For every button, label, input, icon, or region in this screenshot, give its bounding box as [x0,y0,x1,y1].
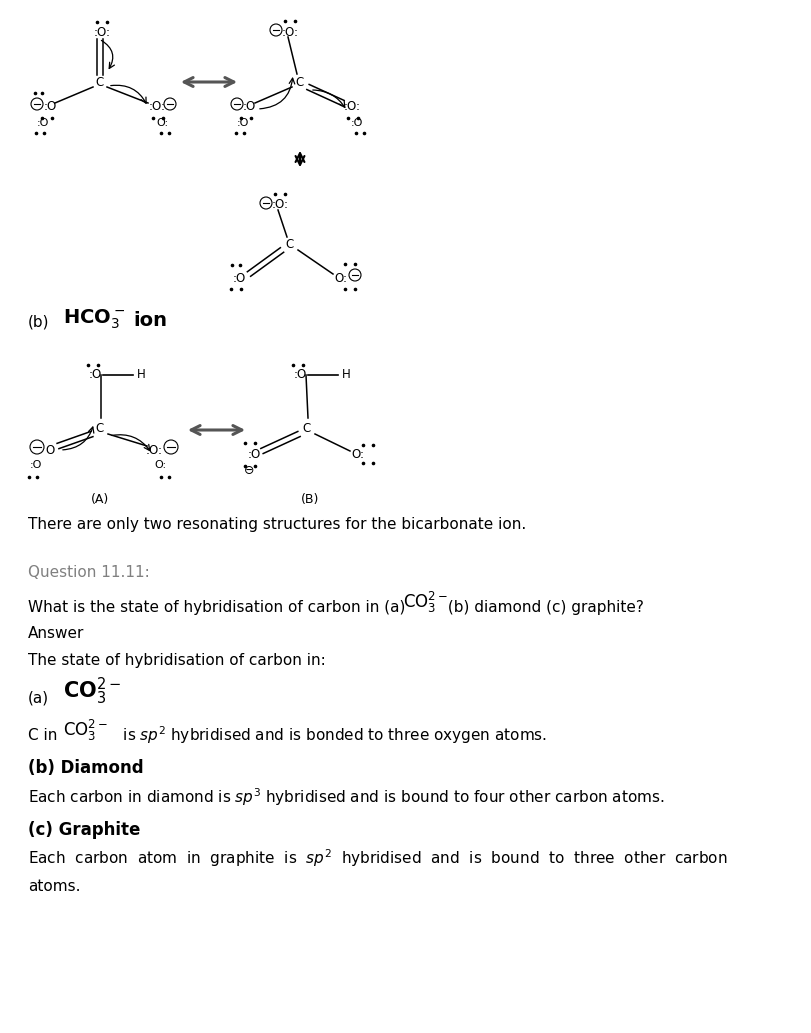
Text: O:: O: [154,460,166,470]
Text: ion: ion [133,312,167,331]
Text: Each  carbon  atom  in  graphite  is  $sp^2$  hybridised  and  is  bound  to  th: Each carbon atom in graphite is $sp^2$ h… [28,847,727,869]
Text: O:: O: [351,448,364,462]
Text: H: H [341,369,350,381]
Text: (B): (B) [300,494,319,506]
Text: C: C [303,421,311,435]
Text: H: H [136,369,145,381]
Text: CO$_3^{2-}$: CO$_3^{2-}$ [402,590,448,615]
Text: C: C [285,239,294,251]
Text: The state of hybridisation of carbon in:: The state of hybridisation of carbon in: [28,653,325,668]
Text: :O:: :O: [93,26,110,38]
Text: (c) Graphite: (c) Graphite [28,821,140,839]
Text: C: C [96,75,104,89]
Text: (a): (a) [28,690,49,706]
Text: (b): (b) [28,314,49,330]
Text: There are only two resonating structures for the bicarbonate ion.: There are only two resonating structures… [28,516,526,532]
Text: :O:: :O: [281,26,298,38]
Text: :O: :O [43,100,57,114]
Text: C: C [295,75,304,89]
Text: :O: :O [232,272,245,284]
Text: :O:: :O: [343,100,360,114]
Text: :O:: :O: [271,198,288,212]
Text: is $sp^2$ hybridised and is bonded to three oxygen atoms.: is $sp^2$ hybridised and is bonded to th… [118,724,547,746]
Text: C: C [96,421,104,435]
Text: (b) Diamond: (b) Diamond [28,759,144,777]
Text: :O: :O [350,118,363,128]
Text: O: O [45,443,54,457]
Text: :O: :O [30,460,42,470]
Text: (b) diamond (c) graphite?: (b) diamond (c) graphite? [443,600,643,615]
Text: CO$_3^{2-}$: CO$_3^{2-}$ [63,718,108,743]
Text: :O: :O [88,369,101,381]
Text: :O: :O [237,118,249,128]
Text: (A): (A) [91,494,109,506]
Text: CO$_3^{2-}$: CO$_3^{2-}$ [63,677,121,708]
Text: O:: O: [156,118,168,128]
Text: HCO$_3^-$: HCO$_3^-$ [63,307,125,331]
Text: Answer: Answer [28,626,84,641]
Text: :O: :O [247,448,260,462]
Text: :O: :O [36,118,49,128]
Text: :O:: :O: [145,443,162,457]
Text: Question 11.11:: Question 11.11: [28,565,149,580]
Text: Each carbon in diamond is $sp^3$ hybridised and is bound to four other carbon at: Each carbon in diamond is $sp^3$ hybridi… [28,786,664,808]
Text: O:: O: [334,272,347,284]
Text: ⊖: ⊖ [243,464,254,476]
Text: :O: :O [293,369,307,381]
Text: atoms.: atoms. [28,879,80,895]
Text: What is the state of hybridisation of carbon in (a): What is the state of hybridisation of ca… [28,600,410,615]
Text: :O:: :O: [148,100,165,114]
Text: C in: C in [28,727,58,743]
Text: :O: :O [242,100,255,114]
